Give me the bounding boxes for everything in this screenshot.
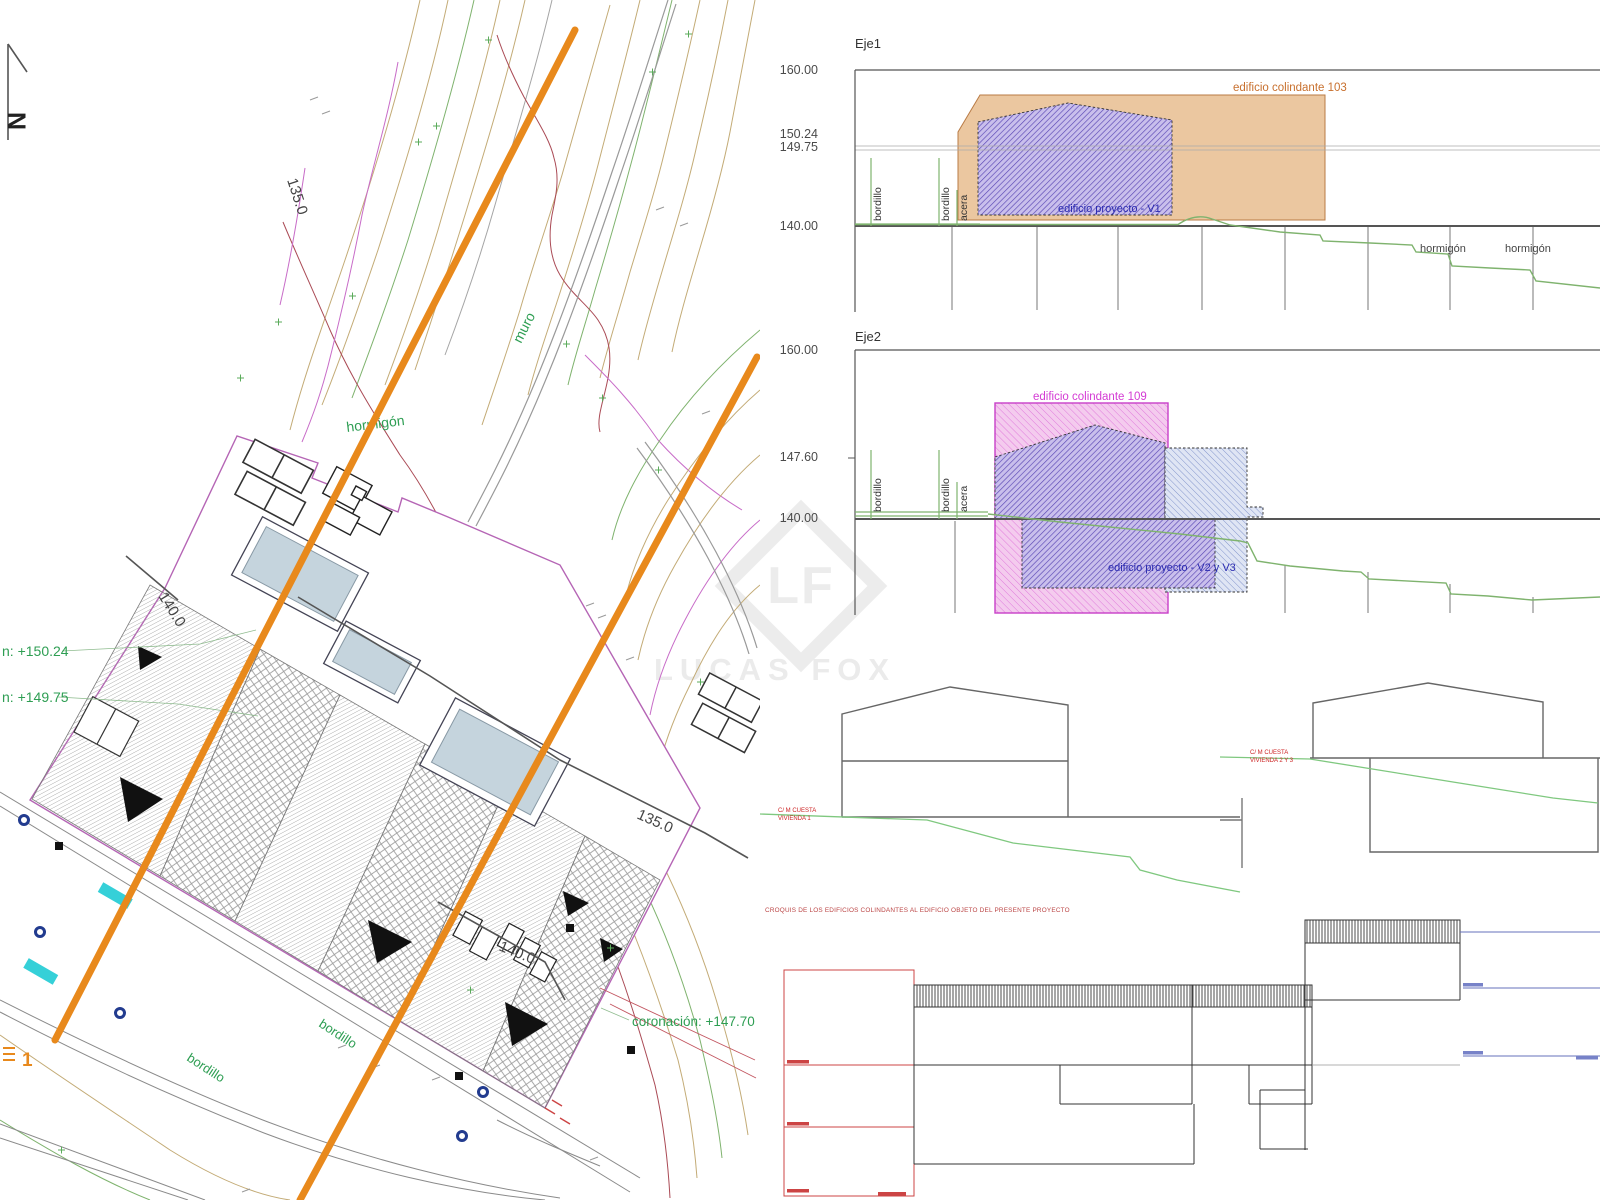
eje2-edificio-proyecto-basement <box>1021 518 1216 589</box>
north-arrow-icon: N <box>2 43 30 140</box>
croquis-building-outlines <box>913 919 1461 1165</box>
section-marker-1: 1 <box>3 1047 33 1071</box>
red-boundary-marks <box>544 987 757 1125</box>
muro-wall-lines <box>467 0 758 655</box>
house-sketch-1: C/ M CUESTA VIVIENDA 1 <box>760 686 1241 893</box>
section-cut-lines <box>51 26 760 1200</box>
building-structure <box>321 465 393 537</box>
label-bordillo-a: bordillo <box>184 1050 227 1085</box>
eje1-level-160: 160.00 <box>780 63 818 77</box>
eje1-hormigon-2: hormigón <box>1505 243 1551 255</box>
eje1-acera: acera <box>958 195 970 221</box>
pool-3 <box>322 620 422 704</box>
eje1-hormigon-1: hormigón <box>1420 243 1466 255</box>
house2-caption-1: C/ M CUESTA <box>1250 750 1288 756</box>
road-curb-lines <box>0 791 641 1200</box>
eje2-level-140: 140.00 <box>780 511 818 525</box>
eje2-acera: acera <box>958 486 970 512</box>
survey-point-marks <box>58 30 711 1193</box>
eje2-terrain-line <box>987 513 1600 601</box>
eje1-colindante-label: edificio colindante 103 <box>1233 82 1347 94</box>
house1-caption-1: C/ M CUESTA <box>778 808 816 814</box>
sections-drawing: Eje1 160.00 150.24 149.75 140.00 <box>760 36 1600 1197</box>
building-pair-right <box>690 671 760 754</box>
eje2-proyecto-label: edificio proyecto - V2 y V3 <box>1108 562 1236 574</box>
eje1-proyecto-label: edificio proyecto - V1 <box>1058 203 1161 215</box>
house-sketch-2: C/ M CUESTA VIVIENDA 2 Y 3 <box>1219 682 1600 868</box>
entrance-arrow-triangles <box>120 646 623 1046</box>
index-contour-lines <box>125 555 749 1001</box>
label-level-150: n: +150.24 <box>2 643 69 659</box>
house1-caption-2: VIVIENDA 1 <box>778 816 811 822</box>
eje1-level-15024: 150.24 <box>780 127 818 141</box>
eje1-grid-verticals <box>951 227 1534 310</box>
eje2-bordillo-2: bordillo <box>940 478 952 512</box>
eje1-terrain-line <box>855 216 1600 289</box>
label-contour-135-top: 135.0 <box>283 176 311 217</box>
eje2-edificio-proyecto-roof <box>994 424 1166 520</box>
eje2-level-1476: 147.60 <box>780 450 818 464</box>
eje2-level-160: 160.00 <box>780 343 818 357</box>
label-muro: muro <box>509 309 538 345</box>
croquis-red-frame <box>783 969 915 1197</box>
eje1-edificio-proyecto-shape <box>977 102 1173 216</box>
eje1-title: Eje1 <box>855 36 881 51</box>
eje2-grid-verticals <box>954 521 1534 613</box>
site-plan-drawing: n: +150.24 n: +149.75 coronación: +147.7… <box>0 0 760 1200</box>
project-roof-hatch-areas <box>31 584 661 1109</box>
section-marker-label: 1 <box>22 1050 33 1071</box>
croquis-blue-levels <box>1460 931 1600 1060</box>
label-coronacion: coronación: +147.70 <box>632 1014 755 1029</box>
section-eje1: Eje1 160.00 150.24 149.75 140.00 <box>780 36 1600 312</box>
garage-rects <box>452 910 558 983</box>
eje2-colindante-label: edificio colindante 109 <box>1033 391 1147 403</box>
eje2-bordillo-1: bordillo <box>872 478 884 512</box>
building-pair-upper <box>233 438 315 527</box>
label-bordillo-b: bordillo <box>316 1016 359 1051</box>
building-pair-left <box>73 695 140 758</box>
label-level-149: n: +149.75 <box>2 689 69 705</box>
eje1-bordillo-1: bordillo <box>872 187 884 221</box>
watermark-brand: LUCAS FOX <box>653 652 897 687</box>
north-label: N <box>2 112 30 130</box>
pool-2 <box>230 515 370 633</box>
eje1-level-140: 140.00 <box>780 219 818 233</box>
house2-caption-2: VIVIENDA 2 Y 3 <box>1250 758 1294 764</box>
eje1-level-14975: 149.75 <box>780 140 818 154</box>
section-eje2: Eje2 160.00 147.60 140.00 <box>780 329 1600 615</box>
eje2-title: Eje2 <box>855 329 881 344</box>
croquis-red-level-tags <box>787 1060 906 1196</box>
croquis-drawing: CROQUIS DE LOS EDIFICIOS COLINDANTES AL … <box>765 907 1600 1197</box>
eje2-curb-ticks <box>855 450 988 519</box>
croquis-title: CROQUIS DE LOS EDIFICIOS COLINDANTES AL … <box>765 907 1070 914</box>
eje1-bordillo-2: bordillo <box>940 187 952 221</box>
